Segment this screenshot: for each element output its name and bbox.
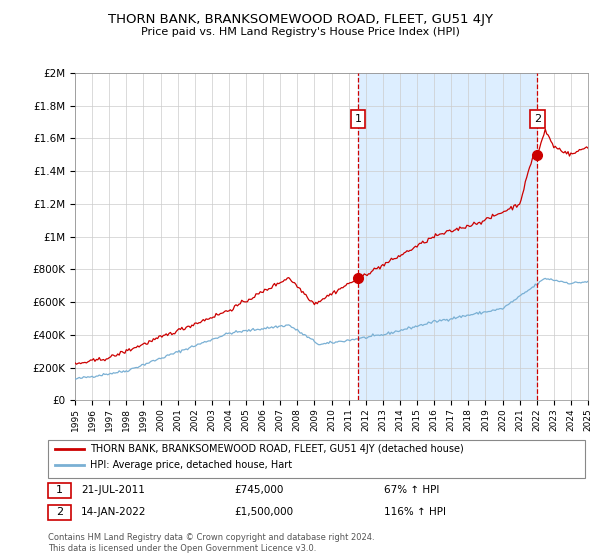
Text: 67% ↑ HPI: 67% ↑ HPI [384, 485, 439, 495]
Text: 116% ↑ HPI: 116% ↑ HPI [384, 507, 446, 517]
Bar [358, 73, 538, 400]
Text: 2: 2 [534, 114, 541, 124]
Text: 21-JUL-2011: 21-JUL-2011 [81, 485, 145, 495]
Text: 1: 1 [355, 114, 362, 124]
Text: Contains HM Land Registry data © Crown copyright and database right 2024.
This d: Contains HM Land Registry data © Crown c… [48, 533, 374, 553]
Text: Price paid vs. HM Land Registry's House Price Index (HPI): Price paid vs. HM Land Registry's House … [140, 27, 460, 37]
Text: THORN BANK, BRANKSOMEWOOD ROAD, FLEET, GU51 4JY: THORN BANK, BRANKSOMEWOOD ROAD, FLEET, G… [107, 13, 493, 26]
Text: 2: 2 [56, 507, 63, 517]
Text: 1: 1 [56, 485, 63, 495]
Text: £745,000: £745,000 [234, 485, 283, 495]
Text: 14-JAN-2022: 14-JAN-2022 [81, 507, 146, 517]
Text: THORN BANK, BRANKSOMEWOOD ROAD, FLEET, GU51 4JY (detached house): THORN BANK, BRANKSOMEWOOD ROAD, FLEET, G… [90, 444, 464, 454]
Text: HPI: Average price, detached house, Hart: HPI: Average price, detached house, Hart [90, 460, 292, 470]
Text: £1,500,000: £1,500,000 [234, 507, 293, 517]
